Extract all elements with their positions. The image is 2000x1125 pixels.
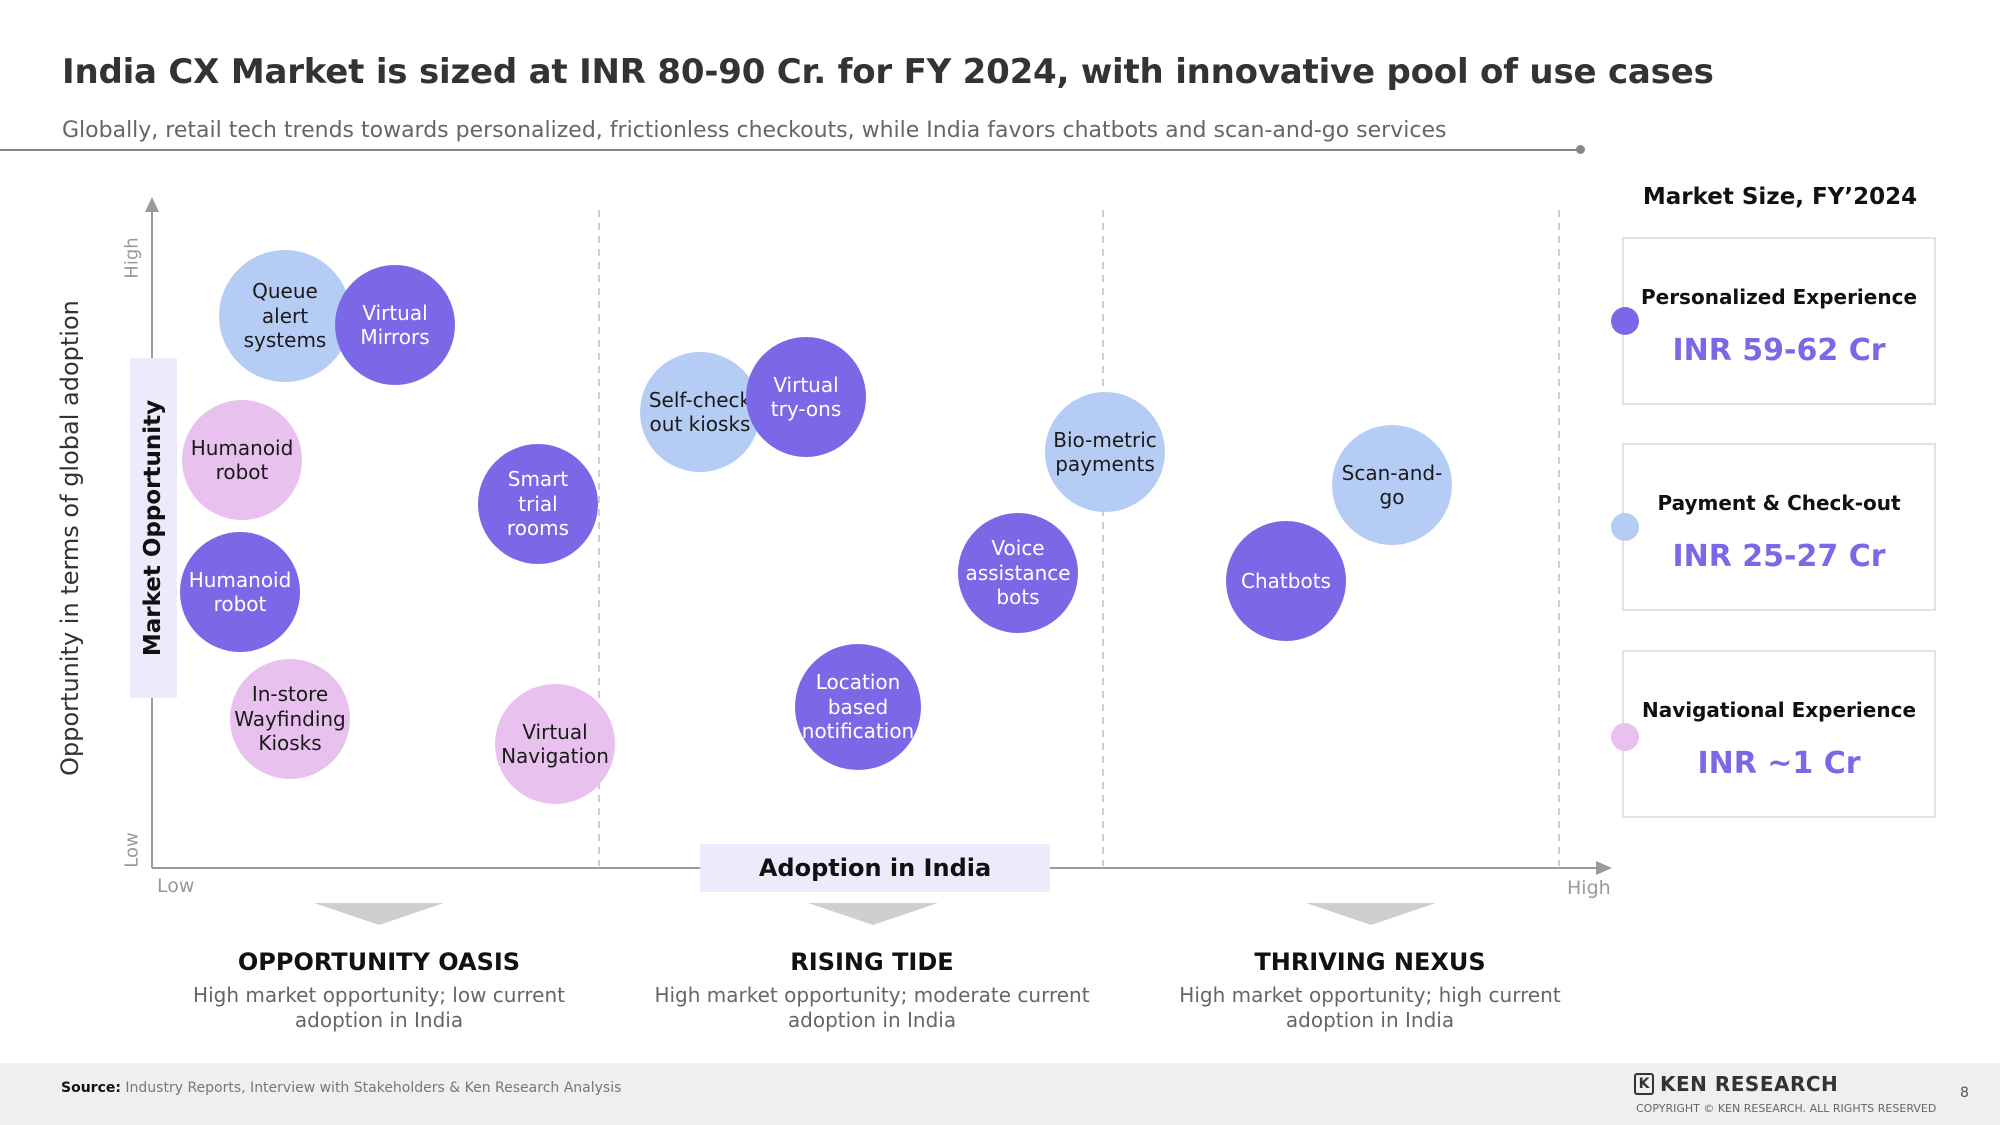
legend-dot-navigational [1611,723,1639,751]
y-axis-label: Market Opportunity [140,399,166,657]
market-size-label: Payment & Check-out [1657,491,1901,515]
source-text: Industry Reports, Interview with Stakeho… [120,1080,622,1096]
page-title: India CX Market is sized at INR 80-90 Cr… [62,52,1714,92]
bubble-humanoid-robot-navigational: Humanoid robot [182,400,302,520]
bubble-scan-and-go: Scan-and-go [1332,425,1452,545]
market-size-label: Navigational Experience [1641,698,1917,722]
x-axis-high-label: High [1567,877,1611,899]
logo-k-icon: K [1634,1073,1654,1095]
zone-desc-line: High market opportunity; moderate curren… [654,983,1090,1007]
market-size-label: Personalized Experience [1640,285,1918,309]
legend-dot-payment [1611,513,1639,541]
bubble-virtual-navigation: Virtual Navigation [495,684,615,804]
zone-desc-line: adoption in India [294,1008,464,1032]
bubble-chatbots: Chatbots [1226,521,1346,641]
zone-desc-rising-tide: High market opportunity; moderate curren… [632,983,1112,1033]
copyright-text: COPYRIGHT © KEN RESEARCH. ALL RIGHTS RES… [1636,1102,1937,1115]
zone-desc-thriving-nexus: High market opportunity; high current ad… [1130,983,1610,1033]
zone-title-rising-tide: RISING TIDE [790,948,954,976]
bubble-virtual-mirrors: Virtual Mirrors [335,265,455,385]
bubble-virtual-try-ons: Virtual try-ons [746,337,866,457]
page-number: 8 [1960,1085,1969,1101]
y-axis-low-label: Low [121,832,143,868]
x-axis-band [700,844,1050,892]
bubble-humanoid-robot-personalized: Humanoid robot [180,532,300,652]
footer-bar [0,1063,2000,1125]
source-note: Source: Industry Reports, Interview with… [61,1080,621,1096]
subtitle-rule-dot [1576,145,1585,154]
zone-title-thriving-nexus: THRIVING NEXUS [1254,948,1486,976]
y-axis-band [130,358,177,698]
x-axis-low-label: Low [157,875,195,897]
market-size-value: INR 25-27 Cr [1672,539,1886,574]
logo-text: KEN RESEARCH [1660,1072,1839,1096]
page-subtitle: Globally, retail tech trends towards per… [62,118,1447,143]
legend-dot-personalized [1611,307,1639,335]
market-size-title: Market Size, FY’2024 [1642,184,1918,210]
bubble-bio-metric-payments: Bio-metric payments [1045,392,1165,512]
bubble-voice-assistance-bots: Voice assistance bots [958,513,1078,633]
market-size-value: INR 59-62 Cr [1672,333,1886,368]
x-axis-label: Adoption in India [758,854,992,882]
subtitle-rule [0,149,1582,151]
y-axis-high-label: High [121,237,143,279]
market-size-value: INR ~1 Cr [1697,746,1861,781]
market-size-card-payment: Payment & Check-out INR 25-27 Cr [1622,443,1936,611]
bubble-in-store-wayfinding-kiosks: In-store Wayfinding Kiosks [230,659,350,779]
zone-desc-line: High market opportunity; low current [193,983,565,1007]
x-axis-arrow [1596,861,1612,875]
y-axis-outer-label: Opportunity in terms of global adoption [56,300,84,776]
source-label: Source: [61,1080,121,1096]
zone-desc-line: adoption in India [1285,1008,1455,1032]
bubble-self-check-out-kiosks: Self-check out kiosks [640,352,760,472]
zone-desc-line: adoption in India [787,1008,957,1032]
zone-title-opportunity-oasis: OPPORTUNITY OASIS [237,948,521,976]
market-size-card-personalized: Personalized Experience INR 59-62 Cr [1622,237,1936,405]
market-size-card-navigational: Navigational Experience INR ~1 Cr [1622,650,1936,818]
y-axis-arrow [145,197,159,212]
bubble-queue-alert-systems: Queue alert systems [219,250,351,382]
bubble-location-based-notification: Location based notification [795,644,921,770]
zone-desc-opportunity-oasis: High market opportunity; low current ado… [139,983,619,1033]
zone-desc-line: High market opportunity; high current [1179,983,1561,1007]
ken-research-logo: K KEN RESEARCH [1634,1072,1838,1096]
bubble-smart-trial-rooms: Smart trial rooms [478,444,598,564]
